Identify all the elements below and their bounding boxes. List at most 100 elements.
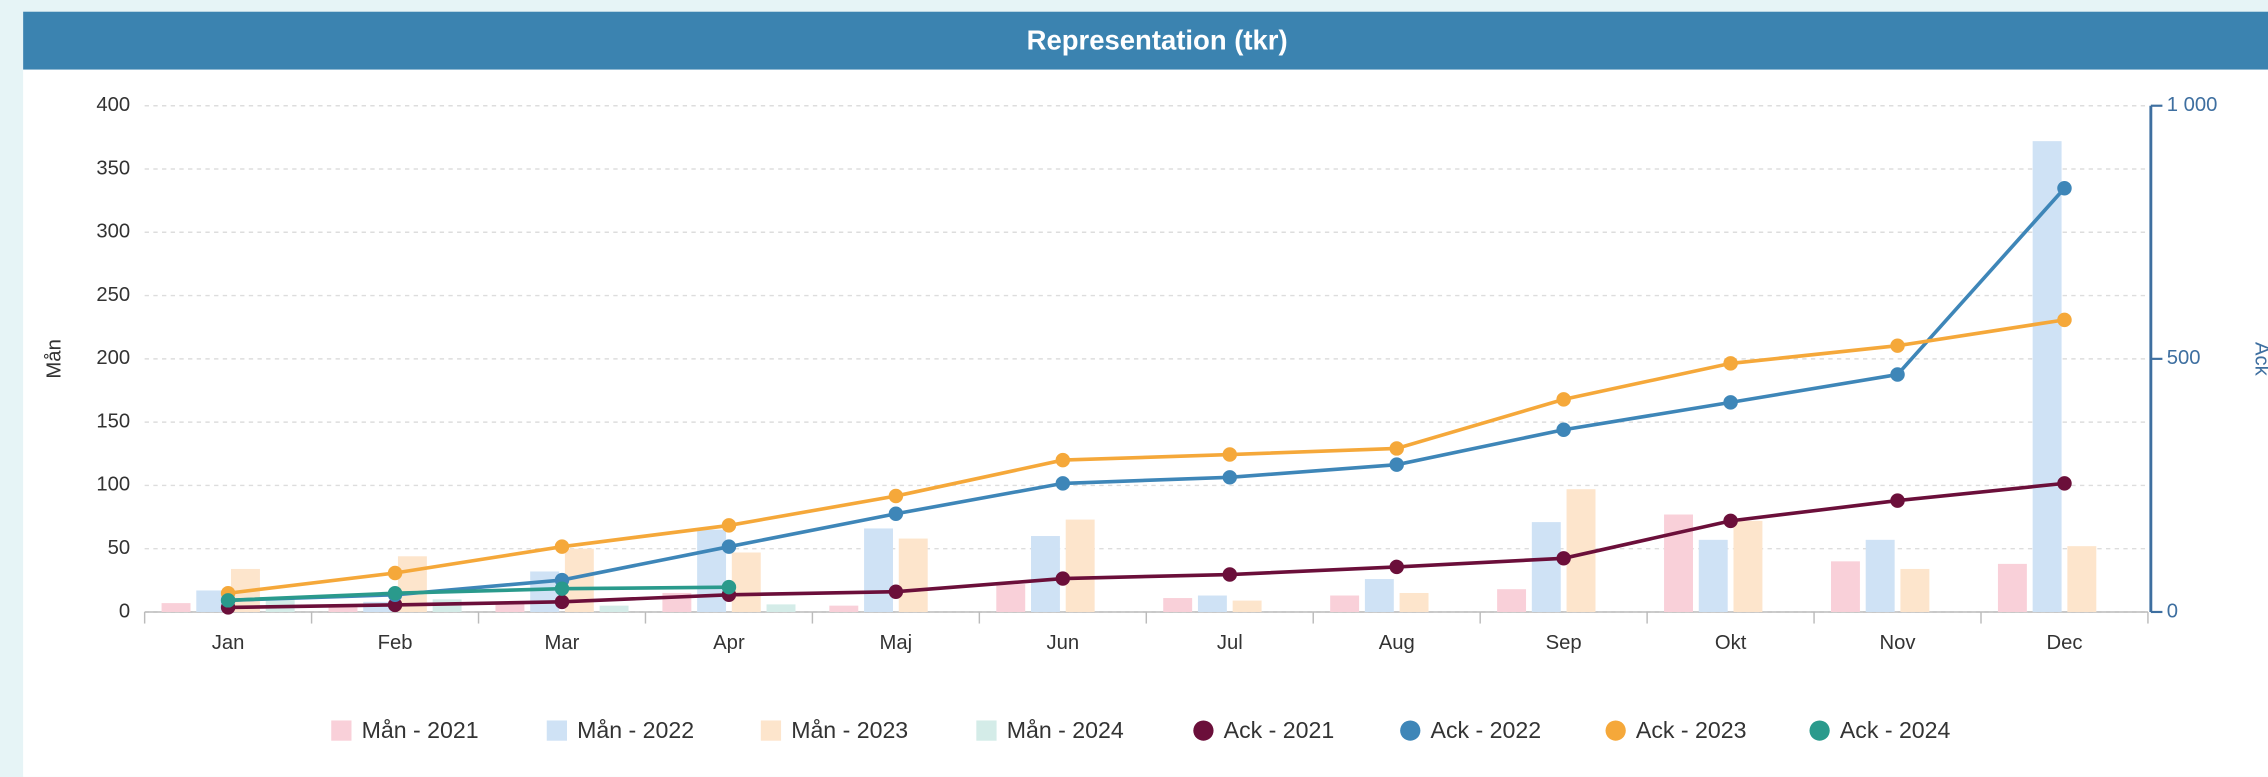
bar: [898, 538, 928, 612]
line: [228, 481, 2065, 610]
legend-swatch: [1400, 720, 1421, 741]
y-tick-label: 250: [96, 284, 130, 306]
bar: [196, 590, 226, 612]
line: [228, 187, 2066, 603]
line-point: [1055, 452, 1071, 468]
x-tick-label: Maj: [880, 632, 913, 654]
line-point: [220, 593, 236, 608]
bar: [1197, 595, 1227, 612]
x-tick-label: Feb: [378, 632, 413, 654]
line: [227, 318, 2065, 596]
bar: [766, 604, 796, 612]
bar: [1900, 568, 1930, 612]
line-point: [888, 584, 904, 599]
y2-axis-title: Ack: [2250, 342, 2268, 377]
bar: [1364, 579, 1394, 612]
legend-swatch: [1809, 720, 1830, 741]
panel: [23, 11, 2268, 777]
line-point: [1890, 367, 1905, 382]
line-point: [1723, 513, 1738, 529]
line-point: [1055, 476, 1071, 491]
legend-label: Ack - 2021: [1224, 717, 1335, 743]
y2-tick-label: 0: [2167, 600, 2178, 622]
y2-tick-label: 1 000: [2167, 94, 2218, 116]
bar: [328, 605, 358, 612]
line-point: [1890, 493, 1905, 508]
bar: [1997, 563, 2027, 612]
line-point: [1556, 551, 1571, 566]
line-point: [1222, 567, 1237, 582]
x-tick-label: Jan: [212, 632, 245, 654]
legend-label: Mån - 2024: [1007, 717, 1124, 743]
line-point: [721, 518, 737, 533]
bar: [1531, 522, 1561, 612]
line-point: [1556, 392, 1571, 407]
bar: [2032, 141, 2062, 612]
line-point: [1556, 422, 1571, 437]
bar: [1330, 595, 1360, 612]
legend-label: Mån - 2022: [577, 717, 694, 743]
chart-title: Representation (tkr): [1027, 24, 1288, 55]
bar: [1865, 539, 1895, 612]
x-tick-label: Okt: [1715, 632, 1747, 654]
x-tick-label: Sep: [1546, 632, 1582, 654]
line-point: [1389, 559, 1404, 575]
line-point: [721, 579, 737, 595]
line-point: [1389, 441, 1404, 456]
line-point: [387, 586, 403, 601]
bar: [1163, 598, 1193, 612]
legend-swatch: [1193, 720, 1214, 741]
bar: [530, 571, 560, 612]
bar: [1031, 536, 1060, 612]
x-tick-label: Dec: [2046, 632, 2082, 654]
line-point: [1222, 447, 1237, 462]
y2-tick-label: 500: [2167, 347, 2201, 369]
line: [228, 585, 729, 603]
line-point: [888, 506, 904, 521]
line-point: [2057, 476, 2072, 491]
bar: [996, 584, 1026, 612]
line-point: [554, 581, 570, 596]
legend-swatch: [546, 720, 567, 741]
bar: [1497, 589, 1527, 612]
x-tick-label: Jul: [1217, 632, 1243, 654]
x-tick-label: Jun: [1046, 632, 1079, 654]
line-point: [1055, 571, 1071, 586]
line-point: [1890, 338, 1905, 353]
bar: [1065, 519, 1095, 612]
line-point: [2057, 181, 2072, 196]
bar: [829, 605, 859, 612]
bar: [864, 528, 893, 612]
y-tick-label: 0: [119, 600, 130, 622]
bar: [697, 529, 727, 612]
legend-swatch: [760, 720, 782, 741]
x-tick-label: Apr: [713, 632, 745, 654]
bar: [1830, 561, 1860, 612]
legend-label: Ack - 2024: [1840, 717, 1951, 743]
y-tick-label: 100: [96, 474, 130, 496]
legend-label: Mån - 2021: [362, 717, 479, 743]
legend-swatch: [1605, 720, 1626, 741]
legend-swatch: [976, 720, 997, 741]
line-point: [554, 594, 570, 610]
line-point: [888, 488, 904, 504]
line-point: [1723, 356, 1738, 371]
bar: [599, 605, 629, 612]
legend-label: Ack - 2023: [1636, 717, 1747, 743]
bar: [495, 601, 525, 612]
y-tick-label: 400: [96, 94, 130, 116]
y-tick-label: 350: [96, 157, 130, 179]
y-tick-label: 50: [108, 537, 131, 559]
title-bar: [23, 11, 2268, 70]
line-point: [2057, 312, 2072, 328]
x-tick-label: Aug: [1379, 632, 1415, 654]
y-axis-title: Mån: [43, 339, 65, 378]
line-point: [1222, 470, 1237, 485]
bar: [2067, 546, 2097, 612]
line-point: [1723, 395, 1738, 410]
bar: [731, 552, 761, 612]
bar: [1232, 600, 1262, 612]
x-tick-label: Mar: [545, 632, 580, 654]
